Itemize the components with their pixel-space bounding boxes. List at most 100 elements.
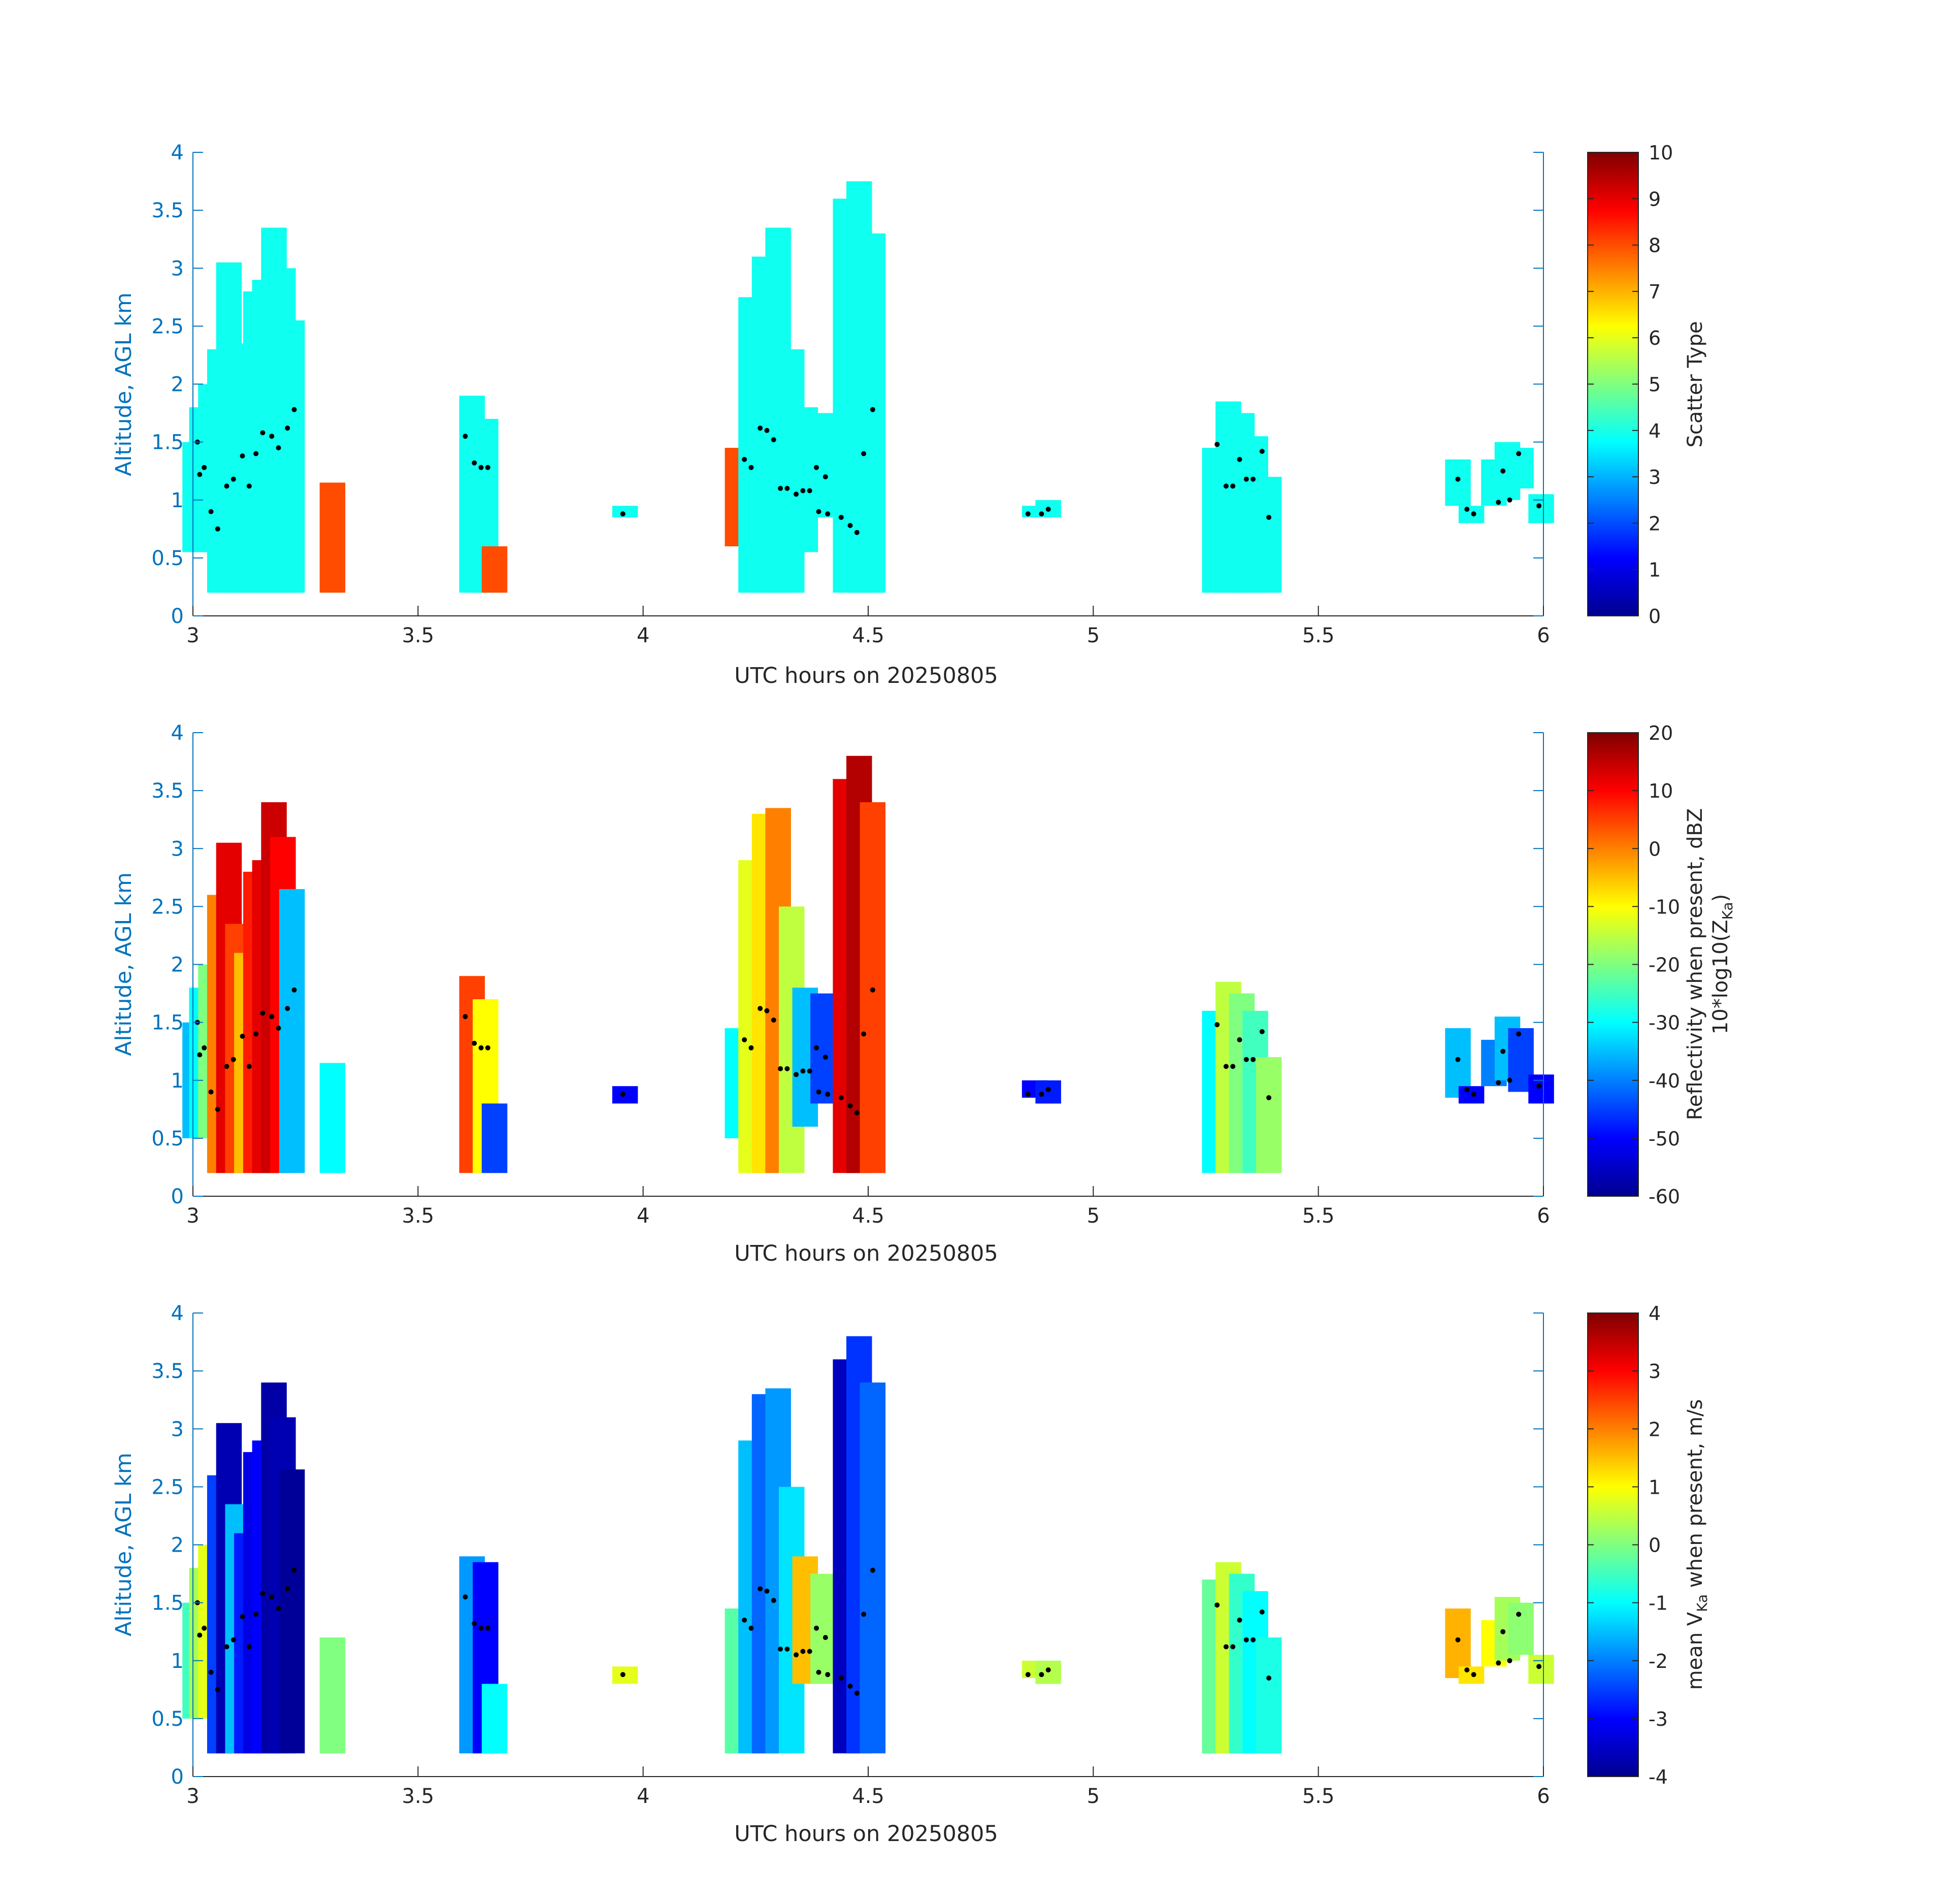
- altitude-marker: [1025, 1092, 1031, 1097]
- altitude-marker: [771, 1598, 776, 1603]
- altitude-marker: [1250, 476, 1256, 482]
- data-column: [481, 1103, 508, 1173]
- colorbar-tick-label: 1: [1649, 1476, 1661, 1498]
- altitude-marker: [1259, 1609, 1265, 1615]
- y-tick-label: 0: [171, 1185, 184, 1208]
- altitude-marker: [742, 1617, 747, 1623]
- altitude-marker: [807, 1068, 812, 1074]
- altitude-marker: [472, 1621, 477, 1626]
- colorbar-tick-label: 9: [1649, 188, 1661, 210]
- altitude-marker: [1230, 1644, 1236, 1650]
- altitude-marker: [838, 1095, 844, 1100]
- altitude-marker: [825, 1092, 831, 1097]
- x-tick-label: 6: [1537, 624, 1550, 647]
- altitude-marker: [758, 1586, 763, 1592]
- y-tick-label: 4: [171, 721, 184, 745]
- altitude-marker: [1516, 1031, 1522, 1037]
- altitude-marker: [253, 1031, 259, 1037]
- data-column: [319, 482, 346, 593]
- altitude-marker: [240, 453, 245, 458]
- altitude-marker: [847, 523, 853, 528]
- altitude-marker: [778, 485, 783, 491]
- altitude-marker: [807, 1649, 812, 1654]
- y-tick-label: 3: [171, 1418, 184, 1441]
- y-tick-label: 3.5: [151, 199, 184, 222]
- altitude-marker: [463, 1594, 468, 1600]
- altitude-marker: [800, 1649, 806, 1654]
- altitude-marker: [620, 1092, 626, 1097]
- altitude-marker: [1471, 511, 1476, 517]
- y-tick-label: 4: [171, 141, 184, 165]
- altitude-marker: [1536, 1664, 1542, 1669]
- colorbar-tick-label: -20: [1649, 954, 1680, 976]
- y-tick-label: 3.5: [151, 1360, 184, 1383]
- colorbar-tick-label: 1: [1649, 559, 1661, 581]
- altitude-marker: [758, 1006, 763, 1011]
- scatter-type-axes: 3 3.5 4 4.5 5 5.5 6 0 0.5 1 1.5 2 2.5 3 3.5 4: [151, 141, 1550, 647]
- data-column: [279, 1469, 305, 1754]
- altitude-marker: [202, 1625, 207, 1631]
- altitude-marker: [838, 515, 844, 520]
- colorbar-tick-label: 2: [1649, 1418, 1661, 1440]
- data-column: [1256, 477, 1282, 593]
- altitude-marker: [847, 1103, 853, 1108]
- altitude-marker: [276, 445, 281, 450]
- altitude-marker: [794, 1072, 799, 1077]
- colorbar-label: mean VKa when present, m/s: [1684, 1399, 1710, 1690]
- altitude-marker: [1516, 1612, 1522, 1617]
- colorbar-tick-label: -60: [1649, 1186, 1680, 1208]
- colorbar-tick-label: 4: [1649, 1302, 1661, 1325]
- altitude-marker: [814, 465, 819, 470]
- x-tick-label: 5: [1087, 1204, 1100, 1228]
- colorbar-tick-label: -3: [1649, 1708, 1668, 1730]
- altitude-marker: [1214, 1602, 1220, 1608]
- altitude-marker: [202, 465, 207, 470]
- y-tick-label: 4: [171, 1302, 184, 1325]
- altitude-marker: [748, 465, 754, 470]
- velocity-panel: 3 3.5 4 4.5 5 5.5 6 0 0.5 1 1.5 2 2.5 3 3.5 4 UTC hours…: [111, 1302, 1710, 1847]
- scatter-type-cells: [182, 181, 1554, 593]
- altitude-marker: [197, 1632, 203, 1638]
- data-column: [319, 1063, 346, 1173]
- altitude-marker: [748, 1625, 754, 1631]
- altitude-marker: [291, 987, 297, 993]
- altitude-marker: [1230, 1064, 1236, 1069]
- data-column: [279, 889, 305, 1173]
- altitude-marker: [463, 434, 468, 439]
- altitude-marker: [1223, 1064, 1229, 1069]
- colorbar: [1587, 732, 1639, 1197]
- x-tick-label: 5.5: [1302, 624, 1335, 647]
- altitude-marker: [1250, 1637, 1256, 1643]
- colorbar-tick-label: -50: [1649, 1128, 1680, 1150]
- x-tick-label: 3: [186, 1204, 199, 1228]
- altitude-marker: [253, 451, 259, 456]
- altitude-marker: [485, 1045, 490, 1051]
- data-column: [319, 1637, 346, 1754]
- altitude-marker: [1496, 500, 1501, 505]
- altitude-marker: [478, 1625, 484, 1631]
- altitude-marker: [816, 509, 821, 514]
- altitude-marker: [814, 1625, 819, 1631]
- altitude-marker: [231, 476, 236, 482]
- altitude-marker: [771, 1017, 776, 1023]
- altitude-marker: [816, 1669, 821, 1675]
- altitude-marker: [854, 530, 860, 535]
- altitude-marker: [620, 511, 626, 517]
- colorbar-tick-label: 5: [1649, 374, 1661, 396]
- altitude-marker: [1039, 1092, 1044, 1097]
- altitude-marker: [285, 1586, 290, 1592]
- altitude-marker: [285, 1006, 290, 1011]
- altitude-marker: [260, 1010, 266, 1016]
- data-column: [1445, 459, 1471, 506]
- data-column: [810, 413, 836, 517]
- altitude-marker: [231, 1637, 236, 1643]
- altitude-marker: [472, 1040, 477, 1046]
- altitude-marker: [246, 1064, 252, 1069]
- altitude-marker: [771, 437, 776, 443]
- altitude-marker: [1464, 507, 1470, 512]
- altitude-marker: [748, 1045, 754, 1051]
- altitude-marker: [197, 472, 203, 477]
- data-column: [860, 233, 886, 593]
- altitude-marker: [822, 1635, 828, 1640]
- colorbar: [1587, 152, 1639, 616]
